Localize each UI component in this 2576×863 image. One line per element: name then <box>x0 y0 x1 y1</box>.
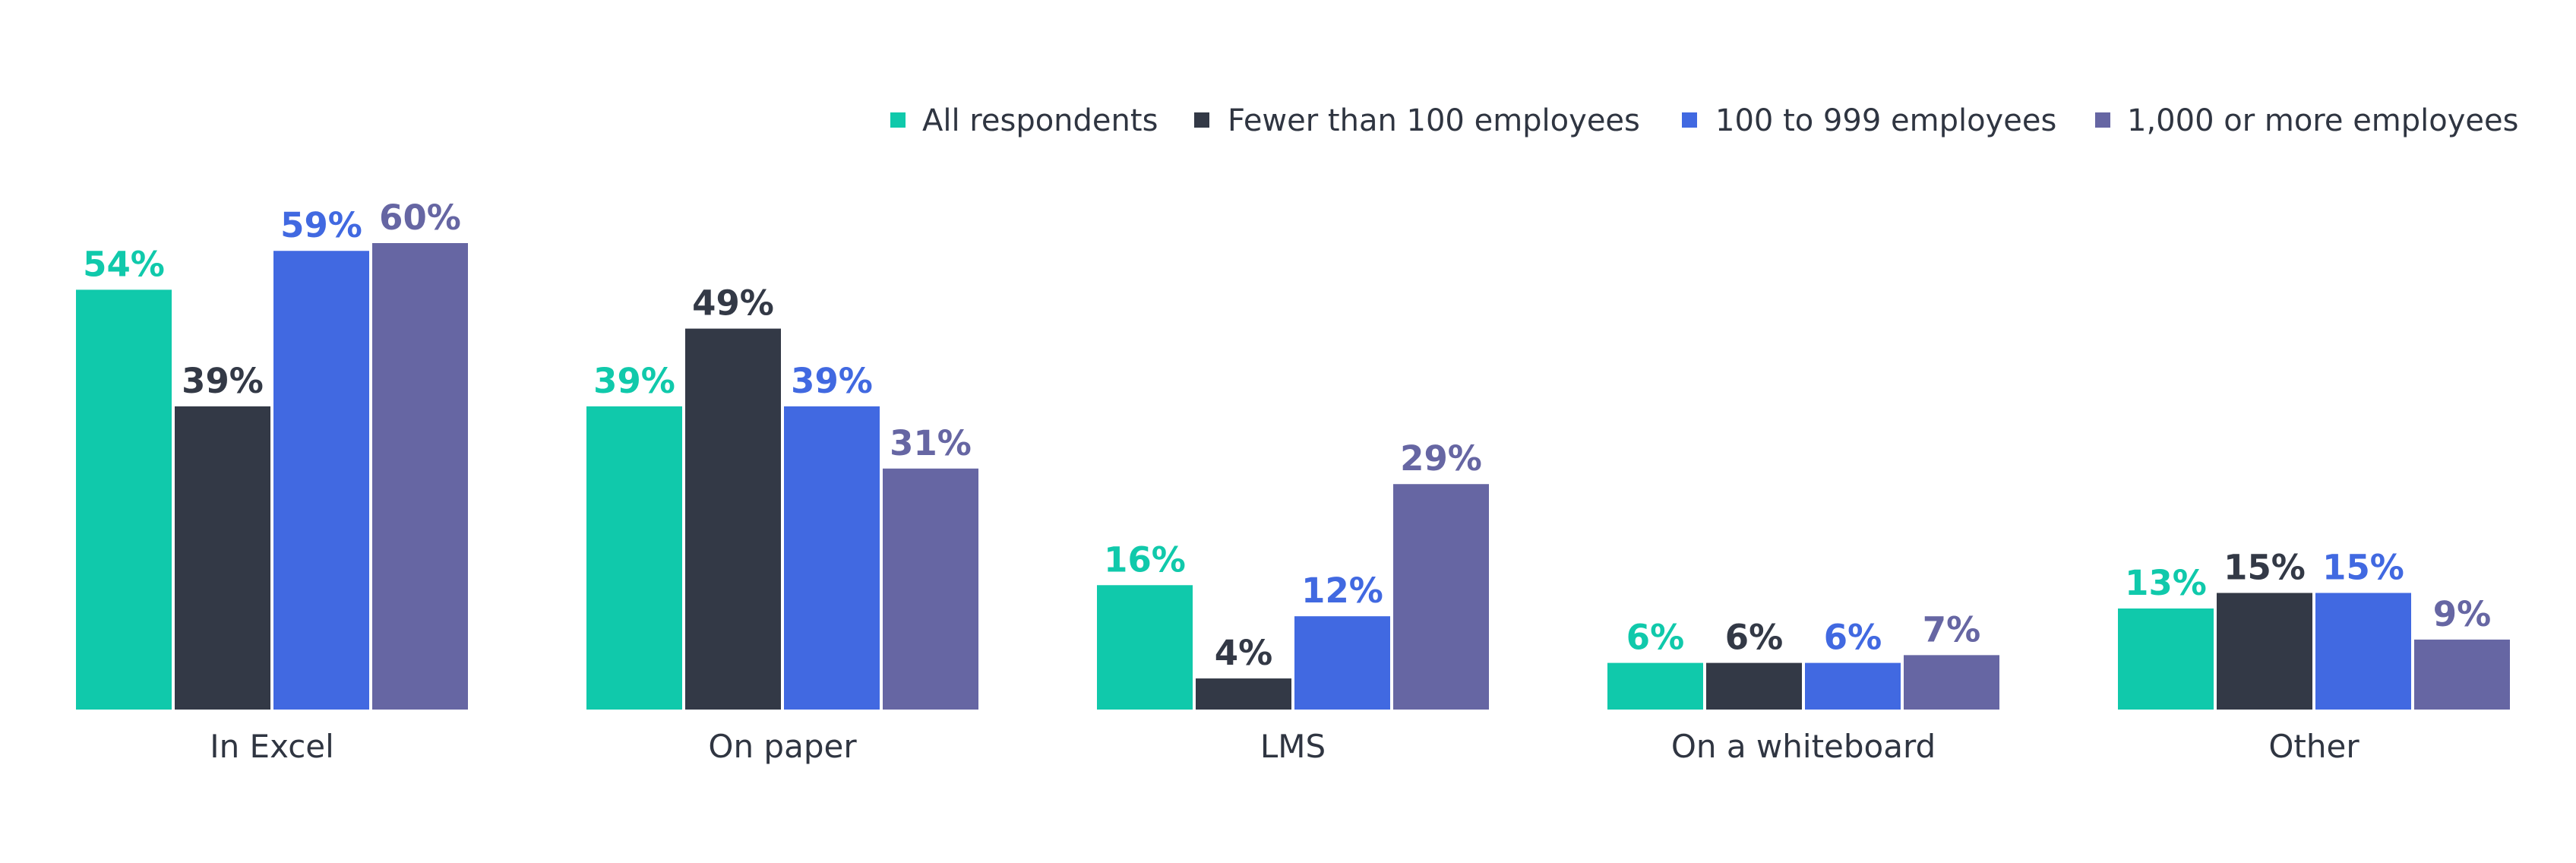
value-label-5-2: 15% <box>2224 548 2306 588</box>
value-label-1-4: 60% <box>379 198 461 238</box>
bar-2-3 <box>784 406 880 710</box>
legend-swatch-1 <box>890 112 906 128</box>
value-label-1-2: 39% <box>182 361 264 401</box>
legend-label-1: All respondents <box>922 103 1158 138</box>
value-label-3-3: 12% <box>1301 571 1383 611</box>
value-label-4-4: 7% <box>1923 609 1980 650</box>
bar-1-1 <box>76 289 172 710</box>
category-label-4: On a whiteboard <box>1671 728 1936 765</box>
legend-label-2: Fewer than 100 employees <box>1228 103 1640 138</box>
bar-3-3 <box>1294 616 1390 710</box>
value-label-2-3: 39% <box>791 361 873 401</box>
legend-swatch-3 <box>1682 112 1697 128</box>
bar-5-4 <box>2414 639 2510 710</box>
value-label-2-2: 49% <box>692 283 774 324</box>
legend-swatch-4 <box>2095 112 2110 128</box>
value-label-3-2: 4% <box>1215 633 1272 673</box>
bar-4-4 <box>1904 655 1999 710</box>
value-labels: 54% 39% 59% 60% 39% 49% 39% 31% 16% 4% 12% 29% 6% 6% 6… <box>83 198 2491 673</box>
legend: All respondents Fewer than 100 employees 1… <box>890 103 2518 138</box>
bar-3-2 <box>1196 678 1291 710</box>
bar-3-4 <box>1393 484 1489 710</box>
bar-1-3 <box>273 251 369 710</box>
category-labels: In Excel On paper LMS On a whiteboard Other <box>210 728 2359 765</box>
bar-2-2 <box>685 328 781 710</box>
value-label-4-1: 6% <box>1626 618 1684 658</box>
legend-label-3: 100 to 999 employees <box>1715 103 2056 138</box>
bar-4-2 <box>1706 662 1802 710</box>
value-label-1-3: 59% <box>280 205 362 245</box>
value-label-2-4: 31% <box>890 423 972 463</box>
bar-5-2 <box>2217 593 2312 710</box>
bars <box>76 243 2510 710</box>
category-label-3: LMS <box>1260 728 1326 765</box>
value-label-5-3: 15% <box>2322 548 2404 588</box>
legend-label-4: 1,000 or more employees <box>2127 103 2518 138</box>
bar-1-2 <box>175 406 270 710</box>
category-label-1: In Excel <box>210 728 334 765</box>
value-label-2-1: 39% <box>593 361 675 401</box>
value-label-5-4: 9% <box>2433 594 2491 634</box>
bar-1-4 <box>372 243 468 710</box>
bar-3-1 <box>1097 585 1193 710</box>
value-label-3-1: 16% <box>1104 539 1186 580</box>
category-label-2: On paper <box>708 728 857 765</box>
value-label-4-3: 6% <box>1824 618 1882 658</box>
value-label-5-1: 13% <box>2125 563 2207 603</box>
bar-4-1 <box>1607 662 1703 710</box>
category-label-5: Other <box>2268 728 2359 765</box>
bar-4-3 <box>1805 662 1901 710</box>
value-label-1-1: 54% <box>83 244 165 284</box>
value-label-3-4: 29% <box>1400 438 1482 479</box>
bar-2-4 <box>883 468 978 710</box>
bar-5-1 <box>2118 608 2214 710</box>
value-label-4-2: 6% <box>1725 618 1783 658</box>
legend-swatch-2 <box>1194 112 1209 128</box>
bar-5-3 <box>2315 593 2411 710</box>
bar-2-1 <box>586 406 682 710</box>
